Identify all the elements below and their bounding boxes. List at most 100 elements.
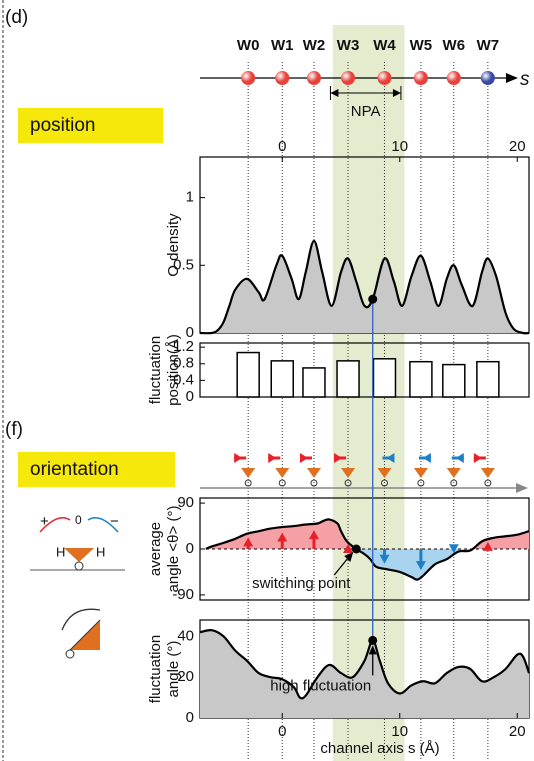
water-site bbox=[446, 71, 461, 85]
y-tick-label: 0.5 bbox=[173, 256, 194, 273]
y-axis-label: fluctuation bbox=[147, 336, 164, 404]
direction-arrow-head bbox=[243, 537, 254, 547]
x-tick-label: 0 bbox=[278, 723, 286, 740]
direction-arrow-head bbox=[308, 530, 319, 540]
x-tick-label: 0 bbox=[278, 138, 286, 155]
orientation-arrow-head bbox=[268, 453, 277, 463]
icon-label: H bbox=[56, 544, 65, 559]
y-tick-label: 0 bbox=[186, 709, 194, 726]
x-axis-label: channel axis s (Å) bbox=[320, 740, 439, 757]
orientation-arrow-head bbox=[455, 453, 464, 463]
water-label: W4 bbox=[373, 37, 396, 54]
x-tick-label: 10 bbox=[391, 138, 408, 155]
y-tick-label: 1 bbox=[186, 189, 194, 206]
marker bbox=[351, 544, 361, 554]
molecule bbox=[241, 468, 256, 478]
y-axis-label: position(Å) bbox=[165, 334, 182, 406]
molecule-o bbox=[244, 479, 252, 487]
molecule-o bbox=[417, 479, 425, 487]
bar bbox=[476, 360, 500, 398]
y-tick-label: 1.2 bbox=[173, 338, 194, 355]
annotation: high fluctuation bbox=[270, 677, 371, 694]
water-site bbox=[341, 71, 356, 85]
molecule bbox=[446, 468, 461, 478]
water-label: W5 bbox=[410, 37, 433, 54]
y-tick-label: 0.4 bbox=[173, 371, 194, 388]
curve bbox=[199, 628, 531, 700]
water-site bbox=[377, 71, 392, 85]
orientation-arrow-head bbox=[234, 453, 243, 463]
x-tick-label: 20 bbox=[509, 723, 526, 740]
npa-label: NPA bbox=[351, 103, 381, 120]
y-axis-label: angle (°) bbox=[165, 641, 182, 698]
npa-arrow bbox=[330, 89, 339, 97]
water-label: W6 bbox=[443, 37, 466, 54]
x-tick-label: 10 bbox=[391, 723, 408, 740]
molecule-o bbox=[450, 479, 458, 487]
marker bbox=[368, 635, 378, 645]
plot-frame bbox=[199, 342, 530, 398]
tag-label: orientation bbox=[30, 459, 119, 480]
bar bbox=[409, 360, 433, 398]
sign-icon: + 0 − H H bbox=[30, 513, 125, 571]
annotation: switching point bbox=[252, 575, 351, 592]
molecule-o bbox=[380, 479, 388, 487]
orientation-arrow-head bbox=[299, 453, 308, 463]
direction-arrow-head bbox=[448, 544, 459, 554]
orientation-arrow-head bbox=[334, 453, 343, 463]
y-axis-label: O density bbox=[165, 213, 182, 277]
water-label: W0 bbox=[237, 37, 260, 54]
tag-box bbox=[18, 108, 163, 143]
icon-label: 0 bbox=[75, 513, 82, 527]
y-tick-label: 0 bbox=[186, 540, 194, 557]
water-site bbox=[275, 71, 290, 85]
water-site bbox=[413, 71, 428, 85]
y-axis-label: average bbox=[147, 522, 164, 576]
direction-arrow-head bbox=[277, 532, 288, 542]
y-tick-label: 20 bbox=[177, 668, 194, 685]
bar bbox=[442, 363, 466, 398]
icon-label: − bbox=[110, 513, 119, 530]
axis-arrow bbox=[506, 73, 518, 83]
panel-label: (f) bbox=[5, 419, 23, 440]
y-tick-label: 40 bbox=[177, 627, 194, 644]
y-tick-label: 90 bbox=[177, 494, 194, 511]
y-axis-label: fluctuation bbox=[147, 635, 164, 703]
water-site bbox=[480, 71, 495, 85]
y-tick-label: 0.8 bbox=[173, 355, 194, 372]
negative-fill bbox=[205, 549, 529, 580]
orientation-axis-arrow bbox=[516, 483, 528, 493]
molecule bbox=[341, 468, 356, 478]
bar bbox=[270, 360, 294, 398]
water-label: W3 bbox=[337, 37, 360, 54]
water-label: W2 bbox=[303, 37, 326, 54]
orientation-arrow-head bbox=[473, 453, 482, 463]
icon-label: H bbox=[96, 544, 105, 559]
curve bbox=[199, 239, 530, 335]
direction-arrow-head bbox=[415, 561, 426, 571]
water-site bbox=[241, 71, 256, 85]
orientation-arrow-head bbox=[386, 453, 395, 463]
molecule bbox=[413, 468, 428, 478]
molecule-o bbox=[484, 479, 492, 487]
molecule-o bbox=[344, 479, 352, 487]
bar bbox=[236, 351, 260, 398]
annotation-head bbox=[344, 552, 354, 562]
water-label: W1 bbox=[271, 37, 294, 54]
water-label: W7 bbox=[477, 37, 500, 54]
water-site bbox=[306, 71, 321, 85]
molecule bbox=[480, 468, 495, 478]
x-tick-label: 20 bbox=[509, 138, 526, 155]
bar bbox=[336, 360, 360, 398]
molecule bbox=[306, 468, 321, 478]
y-tick-label: 0 bbox=[186, 324, 194, 341]
y-tick-label: 0 bbox=[186, 388, 194, 405]
direction-arrow-head bbox=[379, 554, 390, 564]
y-tick-label: -90 bbox=[172, 586, 194, 603]
axis-label: s bbox=[520, 69, 530, 90]
molecule bbox=[275, 468, 290, 478]
panel-label: (d) bbox=[5, 7, 28, 28]
molecule-o bbox=[278, 479, 286, 487]
tag-label: position bbox=[30, 115, 96, 136]
